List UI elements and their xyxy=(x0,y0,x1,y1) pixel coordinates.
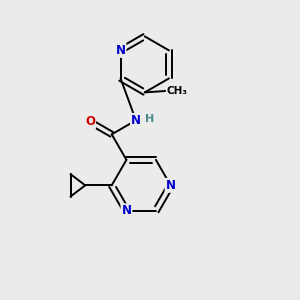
Text: N: N xyxy=(122,204,131,217)
Text: N: N xyxy=(131,114,141,127)
Text: O: O xyxy=(85,115,95,128)
Text: CH₃: CH₃ xyxy=(167,86,188,96)
Text: N: N xyxy=(166,179,176,192)
Text: N: N xyxy=(116,44,126,57)
Text: H: H xyxy=(145,114,154,124)
